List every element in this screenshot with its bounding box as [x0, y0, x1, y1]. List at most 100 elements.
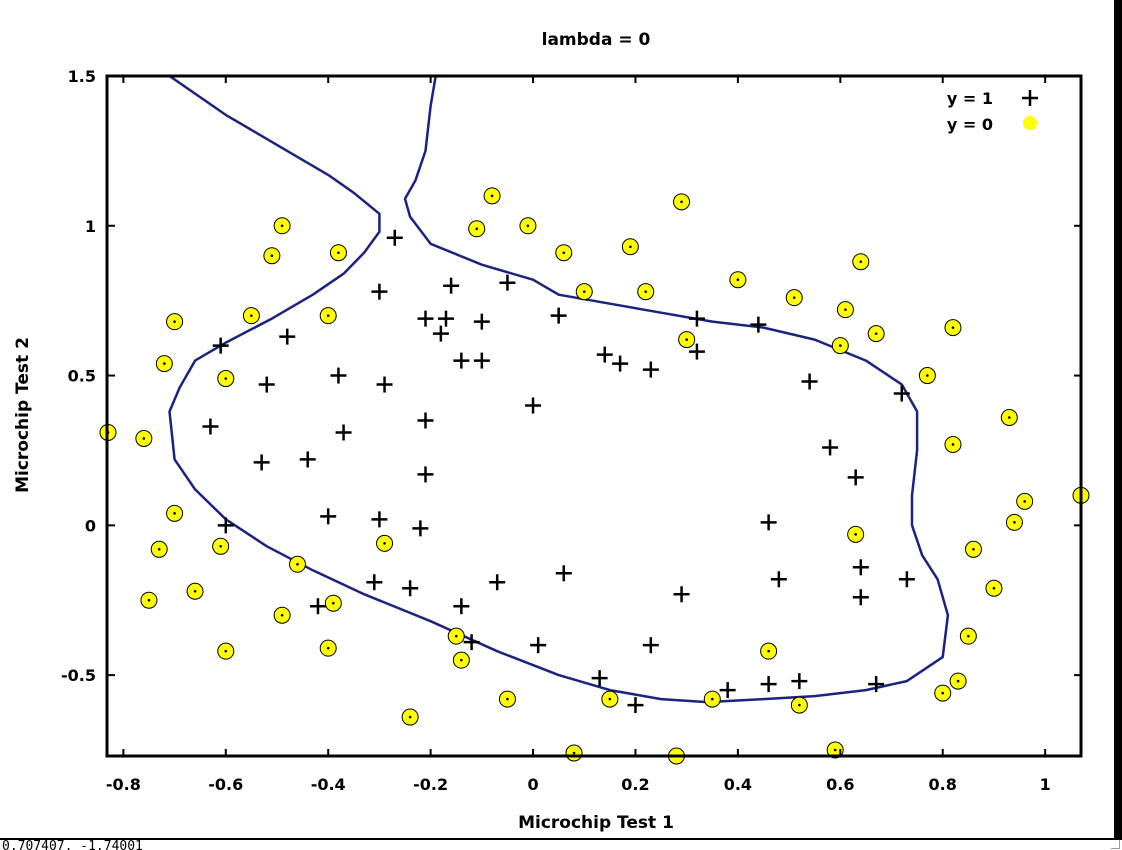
- mouse-coordinates-readout: 0.707407, -1.74001: [2, 839, 143, 850]
- data-point-negative-30: [1016, 492, 1034, 510]
- data-point-negative-28: [1000, 408, 1018, 426]
- data-point-positive-37: [760, 514, 777, 531]
- data-point-positive-30: [217, 517, 234, 534]
- x-tick-label-9: 1: [1040, 775, 1051, 794]
- data-point-positive-27: [253, 454, 270, 471]
- data-point-positive-33: [412, 520, 429, 537]
- data-point-negative-19: [729, 271, 747, 289]
- data-point-negative-35: [949, 672, 967, 690]
- data-point-positive-19: [279, 328, 296, 345]
- data-point-negative-49: [376, 534, 394, 552]
- data-point-negative-15: [621, 238, 639, 256]
- resize-grip[interactable]: [1111, 840, 1120, 849]
- data-point-negative-8: [319, 307, 337, 325]
- data-point-negative-56: [186, 582, 204, 600]
- data-point-positive-57: [868, 676, 885, 693]
- data-point-positive-6: [473, 313, 490, 330]
- data-point-positive-49: [852, 559, 869, 576]
- data-point-positive-45: [530, 637, 547, 654]
- x-tick-label-7: 0.6: [826, 775, 854, 794]
- data-point-positive-0: [386, 229, 403, 246]
- data-point-positive-40: [489, 574, 506, 591]
- legend-label-y1: y = 1: [947, 89, 993, 108]
- data-point-negative-32: [964, 540, 982, 558]
- scatter-chart: lambda = 0 Microchip Test 1 Microchip Te…: [13, 30, 1090, 833]
- x-tick-label-6: 0.4: [724, 775, 752, 794]
- data-point-negative-12: [519, 217, 537, 235]
- x-tick-label-5: 0.2: [621, 775, 649, 794]
- legend-label-y0: y = 0: [947, 115, 993, 134]
- data-point-positive-29: [417, 466, 434, 483]
- data-point-positive-35: [847, 469, 864, 486]
- data-point-positive-12: [612, 355, 629, 372]
- data-point-positive-47: [673, 586, 690, 603]
- data-point-positive-39: [402, 580, 419, 597]
- legend-circle-marker: [1023, 116, 1037, 130]
- data-point-negative-54: [217, 642, 235, 660]
- data-point-positive-46: [642, 637, 659, 654]
- axis-ticks-layer: -0.8 -0.6 -0.4 -0.2 0 0.2 0.4 0.6 0.8 1 -0.5 0 0.5 1 1…: [61, 67, 1081, 794]
- decision-boundary-curve-0: [168, 76, 950, 704]
- data-point-negative-22: [836, 301, 854, 319]
- y-tick-label-2: 0.5: [68, 367, 96, 386]
- data-point-positive-28: [299, 451, 316, 468]
- data-point-positive-48: [770, 571, 787, 588]
- data-point-negative-5: [242, 307, 260, 325]
- data-point-positive-44: [463, 634, 480, 651]
- legend-plus-glyph: [1022, 90, 1038, 106]
- data-point-negative-47: [452, 651, 470, 669]
- data-point-positive-18: [212, 337, 229, 354]
- data-point-negative-23: [852, 253, 870, 271]
- data-point-positive-42: [309, 598, 326, 615]
- plot-frame: [105, 74, 1083, 758]
- data-point-positive-1: [371, 283, 388, 300]
- window-border: [1114, 0, 1122, 838]
- data-point-positive-22: [376, 376, 393, 393]
- data-point-positive-20: [258, 376, 275, 393]
- data-point-negative-26: [944, 319, 962, 337]
- legend: y = 1 y = 0: [947, 89, 1038, 134]
- data-point-positive-31: [320, 508, 337, 525]
- data-point-negative-36: [934, 684, 952, 702]
- data-point-positive-8: [453, 352, 470, 369]
- chart-title: lambda = 0: [542, 30, 651, 50]
- data-points-layer: [99, 187, 1090, 765]
- y-tick-label-1: 0: [85, 516, 96, 535]
- data-point-negative-21: [831, 337, 849, 355]
- data-point-negative-57: [166, 504, 184, 522]
- data-point-negative-42: [601, 690, 619, 708]
- data-point-positive-52: [591, 670, 608, 687]
- data-point-negative-41: [703, 690, 721, 708]
- data-point-positive-34: [822, 439, 839, 456]
- y-tick-label-4: 1.5: [68, 67, 96, 86]
- decision-boundary-layer: [168, 76, 950, 704]
- x-tick-label-1: -0.6: [208, 775, 243, 794]
- legend-plus-marker: [1022, 90, 1038, 106]
- data-point-positive-7: [432, 325, 449, 342]
- data-point-negative-29: [1005, 513, 1023, 531]
- data-point-negative-52: [288, 555, 306, 573]
- data-point-positive-17: [801, 373, 818, 390]
- data-point-positive-5: [437, 310, 454, 327]
- data-point-negative-14: [575, 283, 593, 301]
- data-point-positive-15: [688, 343, 705, 360]
- data-point-positive-11: [596, 346, 613, 363]
- data-point-negative-33: [985, 579, 1003, 597]
- data-point-positive-13: [642, 361, 659, 378]
- data-point-negative-27: [944, 435, 962, 453]
- data-point-positive-21: [330, 367, 347, 384]
- data-point-negative-1: [135, 429, 153, 447]
- data-point-negative-10: [468, 220, 486, 238]
- data-point-negative-20: [785, 289, 803, 307]
- data-point-negative-16: [637, 283, 655, 301]
- data-point-positive-53: [627, 697, 644, 714]
- data-point-negative-48: [447, 627, 465, 645]
- status-bar: 0.707407, -1.74001: [0, 838, 1122, 850]
- data-point-negative-17: [673, 193, 691, 211]
- x-tick-label-8: 0.8: [929, 775, 957, 794]
- data-point-negative-51: [319, 639, 337, 657]
- y-axis-label: Microchip Test 2: [13, 337, 33, 493]
- data-point-positive-51: [898, 571, 915, 588]
- data-point-positive-3: [499, 274, 516, 291]
- x-axis-label: Microchip Test 1: [518, 813, 674, 833]
